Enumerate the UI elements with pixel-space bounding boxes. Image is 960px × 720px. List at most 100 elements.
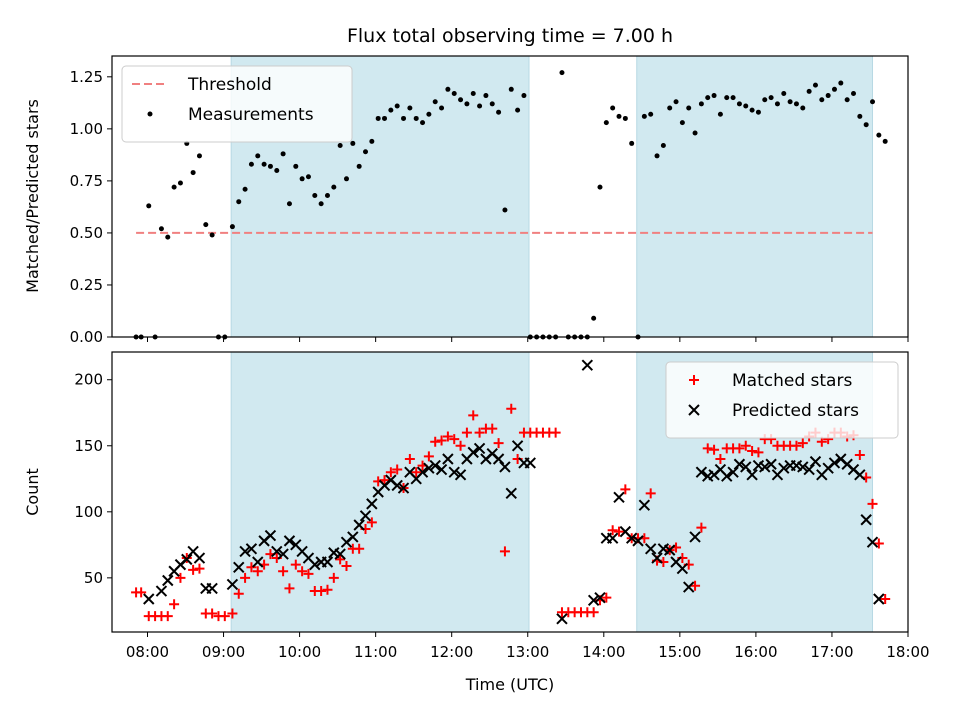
point-count-1-50 (442, 431, 453, 442)
point-ratio-1-23 (274, 167, 280, 173)
xtick-label-2: 09:00 (202, 643, 245, 661)
point-ratio-1-102 (774, 101, 780, 107)
ytick-label-ratio-3: 0.50 (70, 224, 103, 242)
ytick-label-ratio-2: 0.25 (70, 276, 103, 294)
point-ratio-1-93 (717, 111, 723, 117)
point-ratio-1-38 (369, 138, 375, 144)
point-count-2-11 (226, 578, 239, 591)
point-count-2-38 (397, 482, 410, 494)
point-count-2-13 (239, 545, 251, 558)
point-ratio-1-87 (679, 120, 685, 126)
point-count-1-73 (588, 607, 599, 618)
point-count-2-82 (721, 470, 733, 482)
point-ratio-1-25 (286, 201, 292, 207)
point-ratio-1-105 (793, 101, 799, 107)
legend-label-ratio-1: Threshold (187, 75, 272, 95)
point-count-1-106 (797, 438, 808, 449)
point-ratio-1-62 (521, 93, 527, 99)
ratio-panel: 0.00 0.25 0.50 0.75 1.00 1.25 Threshold Measure… (70, 55, 909, 346)
xtick-label-5: 12:00 (430, 643, 473, 661)
point-ratio-1-97 (743, 103, 749, 109)
point-count-1-45 (411, 467, 422, 478)
shaded-interval-ratio-2 (636, 55, 874, 338)
point-ratio-1-82 (648, 111, 654, 117)
point-count-1-89 (690, 580, 701, 591)
point-ratio-1-77 (616, 113, 622, 119)
point-count-2-78 (695, 466, 708, 478)
xtick-label-9: 16:00 (734, 643, 777, 661)
point-count-2-76 (683, 581, 695, 593)
point-count-1-8 (175, 572, 186, 583)
ytick-label-ratio-6: 1.25 (70, 68, 103, 86)
point-ratio-1-20 (255, 153, 261, 159)
point-count-1-36 (354, 543, 365, 554)
point-ratio-1-32 (331, 184, 337, 190)
point-count-2-59 (556, 613, 568, 625)
point-ratio-1-106 (800, 105, 806, 111)
point-count-1-38 (366, 517, 377, 528)
point-ratio-1-11 (196, 153, 202, 159)
point-count-1-15 (219, 611, 230, 622)
point-count-2-61 (587, 594, 600, 607)
point-count-1-117 (867, 498, 878, 509)
point-count-2-60 (581, 359, 594, 371)
point-count-1-51 (449, 434, 460, 445)
point-count-2-94 (797, 461, 809, 473)
ytick-label-ratio-5: 1.00 (70, 120, 103, 138)
point-count-2-2 (155, 585, 168, 597)
point-ratio-1-48 (432, 99, 438, 105)
point-ratio-1-13 (209, 232, 215, 238)
point-count-1-118 (873, 538, 884, 549)
point-ratio-1-76 (610, 105, 616, 111)
point-count-1-2 (136, 587, 147, 598)
ytick-label-count-2: 100 (74, 503, 103, 521)
point-ratio-1-52 (458, 97, 464, 103)
point-ratio-1-33 (337, 143, 343, 149)
point-ratio-1-115 (857, 113, 863, 119)
point-count-1-54 (468, 410, 479, 421)
point-count-1-98 (747, 446, 758, 457)
point-count-1-18 (240, 572, 251, 583)
point-count-2-14 (245, 543, 258, 555)
point-ratio-1-44 (407, 105, 413, 111)
point-count-2-17 (264, 529, 277, 542)
point-count-1-25 (284, 583, 295, 594)
point-ratio-1-117 (870, 99, 876, 105)
point-ratio-1-10 (190, 170, 196, 176)
point-ratio-1-86 (673, 99, 679, 105)
point-ratio-1-28 (305, 174, 311, 180)
point-ratio-1-74 (597, 184, 603, 190)
point-count-2-37 (391, 479, 403, 492)
point-count-2-15 (252, 556, 264, 568)
point-count-1-13 (207, 608, 218, 619)
point-ratio-1-37 (363, 149, 369, 155)
point-count-1-82 (645, 488, 656, 499)
point-ratio-1-19 (248, 161, 254, 167)
point-count-1-33 (335, 554, 346, 565)
xtick-label-4: 11:00 (354, 643, 397, 661)
point-count-2-54 (499, 461, 511, 473)
point-count-2-88 (759, 461, 771, 473)
point-ratio-1-109 (819, 97, 825, 103)
point-ratio-1-114 (850, 90, 856, 96)
point-ratio-1-5 (158, 226, 164, 232)
point-count-2-65 (613, 491, 625, 503)
point-count-1-41 (385, 467, 396, 478)
point-ratio-1-84 (660, 143, 666, 149)
xtick-label-3: 10:00 (278, 643, 321, 661)
point-count-1-119 (880, 593, 891, 604)
axes-frame-ratio (111, 55, 909, 338)
point-ratio-1-36 (356, 163, 362, 169)
point-count-2-56 (511, 440, 524, 452)
point-ratio-1-104 (787, 99, 793, 105)
point-count-2-1 (143, 593, 155, 605)
point-count-2-84 (733, 458, 746, 470)
point-count-2-55 (505, 487, 517, 500)
point-count-1-11 (194, 563, 205, 574)
point-ratio-1-27 (299, 176, 305, 182)
ytick-label-ratio-4: 0.75 (70, 172, 103, 190)
point-ratio-1-68 (559, 70, 565, 76)
point-ratio-1-95 (730, 95, 736, 101)
point-count-2-43 (429, 459, 441, 472)
legend-marker-count-2 (688, 404, 700, 416)
